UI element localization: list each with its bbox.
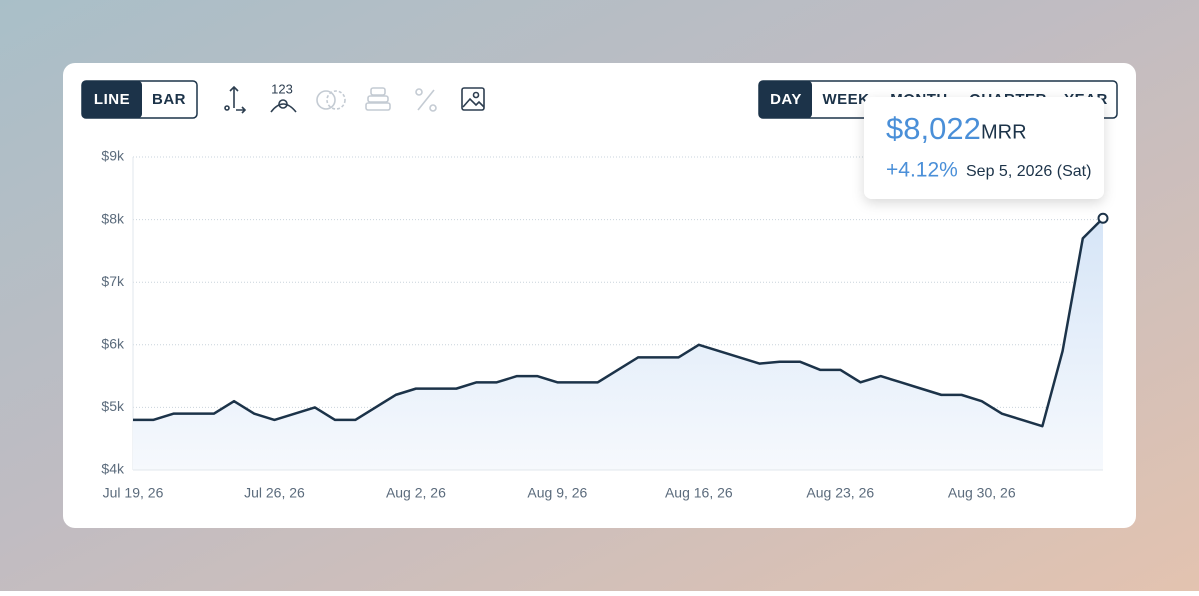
- tooltip-date: Sep 5, 2026 (Sat): [966, 163, 1091, 180]
- y-tick-label: $6k: [101, 336, 125, 352]
- icon-stack[interactable]: [365, 87, 391, 111]
- y-tick-label: $7k: [101, 273, 125, 289]
- button-day[interactable]: [759, 81, 812, 118]
- icon-label[interactable]: 123: [271, 81, 293, 96]
- icon-axis[interactable]: [224, 85, 247, 114]
- icon-labels[interactable]: [270, 99, 297, 113]
- icon-compare[interactable]: [316, 90, 346, 110]
- icon-image[interactable]: [461, 87, 485, 111]
- y-tick-label: $9k: [101, 148, 125, 164]
- line: [133, 217, 1104, 428]
- button-label[interactable]: BAR: [152, 91, 186, 108]
- tooltip-value: $8,022: [886, 111, 981, 146]
- tooltip-unit: MRR: [981, 121, 1027, 143]
- x-tick-label: Jul 19, 26: [103, 485, 164, 501]
- area: [133, 218, 1103, 470]
- x-tick-label: Aug 23, 26: [806, 485, 874, 501]
- button-line[interactable]: [82, 81, 142, 118]
- y-tick-label: $5k: [101, 398, 125, 414]
- tooltip: $8,022 MRR +4.12% Sep 5, 2026 (Sat): [864, 97, 1104, 199]
- tooltip-box: [864, 97, 1104, 199]
- x-tick-label: Aug 30, 26: [948, 485, 1016, 501]
- chart-type-toggle: LINE BAR: [81, 80, 198, 119]
- x-tick-label: Aug 2, 26: [386, 485, 446, 501]
- y-tick-label: $8k: [101, 210, 125, 226]
- y-tick-label: $4k: [101, 461, 125, 477]
- icon-percent[interactable]: [415, 88, 437, 112]
- plot: $4k $5k $6k $7k $8k $9k Jul 19, 26 Jul 26, 26 Au…: [101, 148, 1109, 501]
- button-label[interactable]: DAY: [770, 91, 802, 108]
- x-tick-label: Aug 16, 26: [665, 485, 733, 501]
- point: [1097, 212, 1109, 224]
- button-label[interactable]: LINE: [94, 91, 130, 108]
- button-label[interactable]: WEEK: [823, 91, 870, 108]
- x-tick-label: Aug 9, 26: [527, 485, 587, 501]
- tooltip-change: +4.12%: [886, 159, 958, 182]
- x-tick-label: Jul 26, 26: [244, 485, 305, 501]
